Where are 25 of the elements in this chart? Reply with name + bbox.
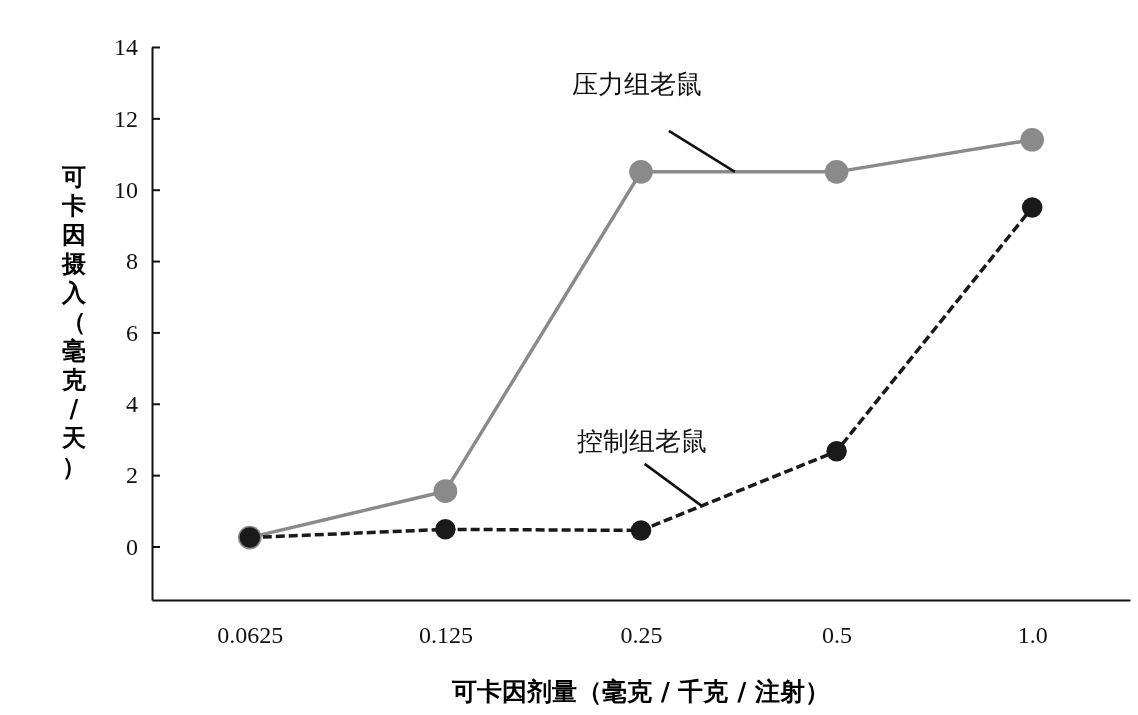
x-axis-title: 可卡因剂量（毫克 / 千克 / 注射） [450, 677, 831, 706]
y-tick-label: 10 [114, 176, 138, 203]
point [1021, 197, 1043, 218]
x-tick-label: 0.0625 [217, 622, 284, 649]
point [1020, 127, 1045, 152]
y-tick-label: 8 [126, 248, 138, 275]
point [433, 479, 458, 503]
y-tick-label: 4 [126, 390, 138, 417]
y-tick-label: 2 [126, 462, 138, 489]
point [630, 520, 652, 541]
point [629, 160, 653, 184]
y-tick-label: 0 [126, 533, 138, 560]
x-tick-label: 0.5 [822, 622, 853, 649]
y-tick-label: 12 [114, 105, 138, 132]
y-tick-label: 14 [114, 34, 138, 61]
y-tick-label: 6 [126, 319, 138, 346]
point [824, 160, 849, 184]
series-label: 控制组老鼠 [576, 425, 707, 456]
text: 压力组老鼠 [571, 68, 702, 99]
x-tick-label: 1.0 [1017, 622, 1048, 649]
x-tick-label: 0.25 [620, 622, 663, 649]
point [826, 441, 847, 462]
point [435, 519, 456, 540]
x-tick-label: 0.125 [418, 622, 473, 649]
text: 可卡因摄入（毫克/天） [62, 163, 86, 481]
